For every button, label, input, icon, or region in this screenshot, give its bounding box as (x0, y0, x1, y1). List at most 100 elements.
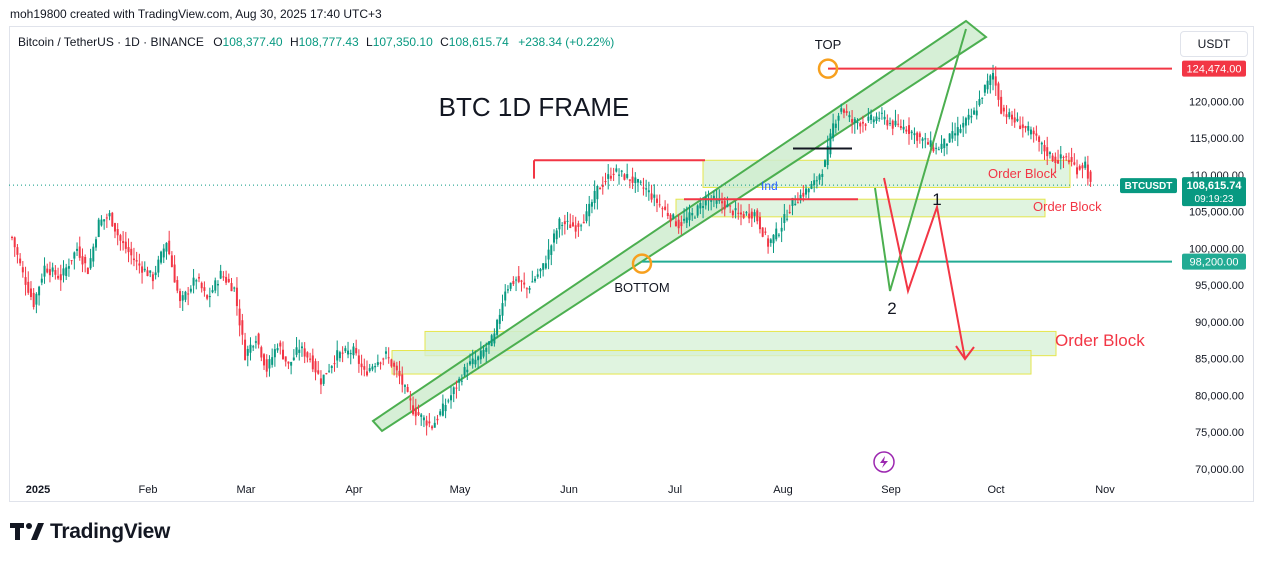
candle-body (520, 280, 523, 282)
candle-body (21, 267, 24, 273)
candle-body (184, 291, 187, 300)
candle-body (913, 133, 916, 136)
candle-body (916, 132, 919, 141)
candle-body (124, 241, 127, 249)
candle-body (303, 348, 306, 357)
candle-body (601, 184, 604, 187)
candle-body (593, 190, 596, 203)
candle-body (403, 385, 406, 387)
projection-path-green[interactable] (874, 28, 967, 292)
candle-body (1046, 147, 1049, 157)
price-tag[interactable] (1182, 60, 1246, 77)
projection-path-red[interactable] (883, 177, 966, 360)
tradingview-logo-icon (10, 523, 44, 540)
candle-body (764, 231, 767, 233)
candle-body (414, 407, 417, 417)
candle-body (1043, 144, 1046, 152)
low-label: L (366, 35, 373, 49)
candle-body (219, 270, 222, 279)
x-tick-label: Feb (139, 484, 158, 496)
candle-body (452, 387, 455, 395)
wave-label-1: 1 (932, 190, 941, 209)
top-label: TOP (815, 37, 842, 52)
candle-body (425, 420, 428, 426)
candle-body (135, 260, 138, 262)
candle-body (173, 264, 176, 283)
y-tick-label: 90,000.00 (1195, 317, 1244, 329)
candle-body (420, 414, 423, 417)
candle-body (647, 190, 650, 193)
candle-body (975, 110, 978, 116)
tradingview-logo-text: TradingView (50, 520, 171, 543)
candle-body (1070, 157, 1073, 162)
candle-body (54, 270, 57, 275)
candle-body (655, 198, 658, 203)
candle-body (948, 133, 951, 143)
candle-body (116, 229, 119, 236)
candle-body (645, 188, 648, 190)
candle-body (398, 370, 401, 377)
candle-body (826, 145, 829, 166)
candle-body (40, 278, 43, 283)
candle-body (829, 133, 832, 155)
candle-body (393, 362, 396, 367)
y-tick-label: 85,000.00 (1195, 354, 1244, 366)
candle-body (295, 347, 298, 355)
candle-body (926, 142, 929, 145)
candle-body (468, 361, 471, 365)
candle-body (553, 233, 555, 243)
price-tag[interactable] (1182, 253, 1246, 270)
candle-body (539, 268, 542, 272)
event-marker-icon[interactable] (873, 451, 895, 473)
candle-body (317, 370, 320, 374)
candle-body (940, 143, 943, 149)
candle-body (607, 174, 610, 179)
order-block-label-3: Order Block (1055, 331, 1145, 350)
candle-body (412, 405, 415, 415)
candle-body (46, 268, 49, 273)
candle-body (1078, 166, 1081, 170)
candle-body (788, 211, 791, 213)
current-price-label: 108,615.74 (1186, 180, 1242, 192)
candle-body (460, 380, 463, 382)
candle-body (496, 319, 499, 335)
candle-body (851, 119, 854, 123)
candle-body (932, 147, 935, 152)
candle-body (547, 249, 550, 260)
order-block-zone[interactable] (675, 198, 1046, 218)
symbol-name[interactable]: Bitcoin / TetherUS · 1D · BINANCE (18, 35, 204, 49)
candle-body (834, 123, 837, 128)
candle-body (103, 219, 106, 222)
candle-body (848, 115, 851, 118)
candle-body (712, 195, 715, 200)
candle-body (227, 278, 230, 283)
tradingview-logo[interactable]: TradingView (10, 520, 170, 544)
bottom-marker[interactable] (631, 253, 653, 274)
candle-body (366, 371, 369, 376)
top-marker[interactable] (817, 58, 839, 79)
candle-body (268, 359, 271, 369)
y-tick-label: 75,000.00 (1195, 427, 1244, 439)
symbol-tag[interactable] (1120, 178, 1177, 194)
candle-body (951, 131, 954, 139)
candle-body (1062, 156, 1065, 158)
candle-body (772, 234, 775, 244)
candle-body (875, 116, 878, 121)
candle-body (349, 353, 352, 355)
candle-body (688, 212, 691, 221)
current-price-tag[interactable] (1182, 177, 1246, 207)
candle-body (918, 133, 921, 138)
candle-body (859, 123, 862, 127)
candle-body (723, 200, 726, 210)
candle-body (799, 194, 802, 201)
candle-body (626, 174, 629, 178)
candle-body (490, 335, 493, 347)
candle-body (95, 239, 98, 248)
candle-body (864, 124, 867, 126)
candle-body (845, 111, 848, 114)
candle-body (233, 287, 236, 289)
candle-body (238, 308, 241, 326)
currency-button[interactable]: USDT (1180, 31, 1248, 57)
candle-body (729, 205, 732, 207)
